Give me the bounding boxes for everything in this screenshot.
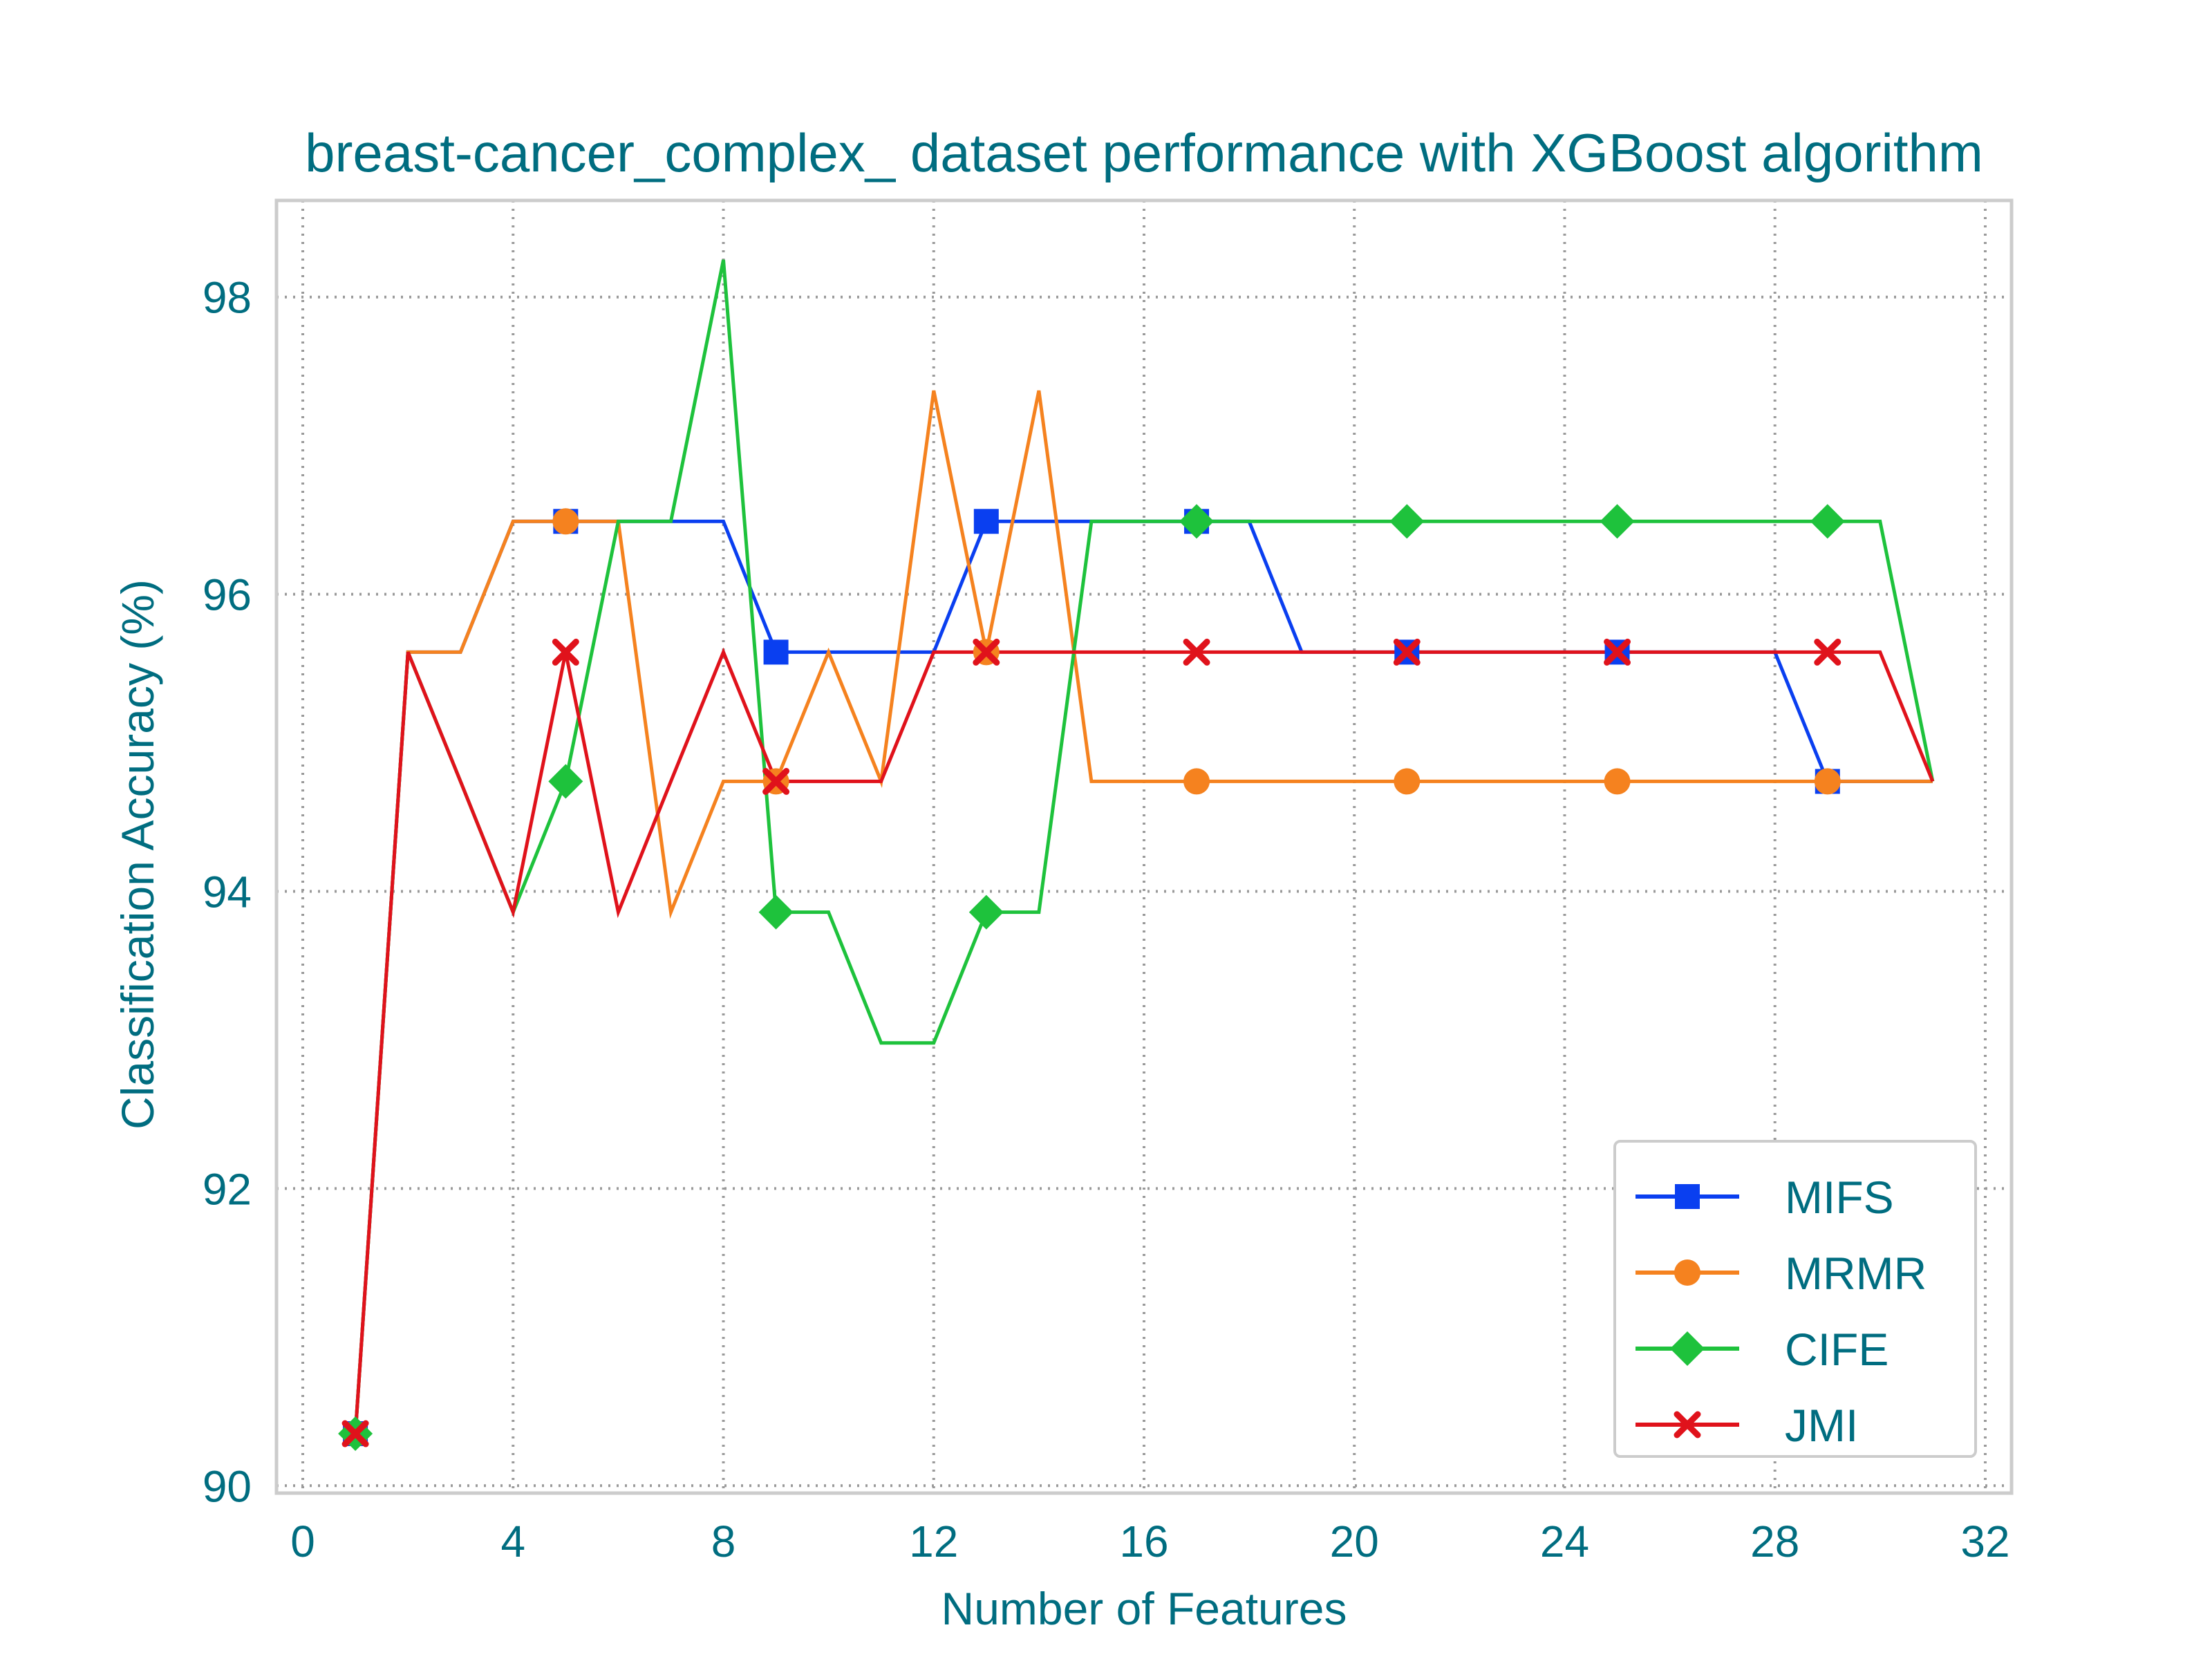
data-point-cife: [1389, 504, 1425, 539]
series-lines: [353, 259, 1935, 1434]
legend-box: [1613, 1140, 1977, 1458]
x-tick-label: 0: [290, 1517, 315, 1566]
chart-title: breast-cancer_complex_ dataset performan…: [305, 122, 1983, 183]
legend-label-mrmr: MRMR: [1785, 1248, 1927, 1299]
data-point-jmi: [762, 767, 790, 795]
axis-ticks: 0 4 8 12 16 20 24 28 32 90 92 94 96 98: [203, 273, 2010, 1566]
legend-marker-cife: [1670, 1331, 1705, 1366]
data-point-jmi: [1183, 638, 1210, 666]
x-tick-label: 28: [1750, 1517, 1799, 1566]
data-point-mrmr: [1814, 768, 1841, 795]
data-point-jmi: [1604, 638, 1631, 666]
legend-label-jmi: JMI: [1785, 1400, 1858, 1451]
data-point-jmi: [1393, 638, 1421, 666]
x-tick-label: 8: [711, 1517, 736, 1566]
data-point-mrmr: [1604, 768, 1631, 795]
legend-label-cife: CIFE: [1785, 1324, 1888, 1375]
series-line-jmi: [353, 647, 1935, 1434]
data-point-mrmr: [1183, 768, 1210, 795]
y-tick-label: 90: [203, 1461, 252, 1511]
x-tick-label: 20: [1330, 1517, 1379, 1566]
y-tick-label: 96: [203, 570, 252, 620]
plot-frame: [274, 198, 2014, 1495]
data-point-jmi: [552, 638, 579, 666]
data-point-cife: [758, 894, 794, 930]
x-tick-label: 4: [500, 1517, 525, 1566]
data-point-mrmr: [552, 508, 579, 535]
data-point-mifs: [973, 509, 999, 534]
data-point-cife: [1179, 504, 1215, 539]
data-point-cife: [548, 764, 583, 799]
legend-label-mifs: MIFS: [1785, 1172, 1894, 1223]
data-point-cife: [1810, 504, 1845, 539]
legend-marker-jmi: [1674, 1411, 1701, 1438]
x-tick-label: 24: [1540, 1517, 1589, 1566]
legend-marker-mifs: [1675, 1184, 1700, 1209]
data-point-jmi: [341, 1420, 369, 1447]
y-tick-label: 92: [203, 1164, 252, 1214]
data-point-jmi: [1814, 638, 1841, 666]
legend-marker-mrmr: [1674, 1259, 1700, 1286]
x-tick-label: 32: [1960, 1517, 2009, 1566]
legend: MIFS MRMR CIFE JMI: [1613, 1140, 1977, 1458]
x-tick-label: 16: [1119, 1517, 1168, 1566]
y-tick-label: 94: [203, 867, 252, 917]
data-point-cife: [968, 894, 1004, 930]
data-point-jmi: [973, 638, 1000, 666]
data-point-cife: [1600, 504, 1635, 539]
y-tick-label: 98: [203, 273, 252, 323]
series-markers: [338, 504, 1845, 1452]
x-axis-label: Number of Features: [941, 1583, 1347, 1634]
x-tick-label: 12: [909, 1517, 958, 1566]
y-axis-label: Classification Accuracy (%): [112, 579, 163, 1130]
series-line-cife: [353, 259, 1935, 1434]
data-point-mrmr: [1394, 768, 1421, 795]
data-point-mifs: [763, 639, 789, 665]
